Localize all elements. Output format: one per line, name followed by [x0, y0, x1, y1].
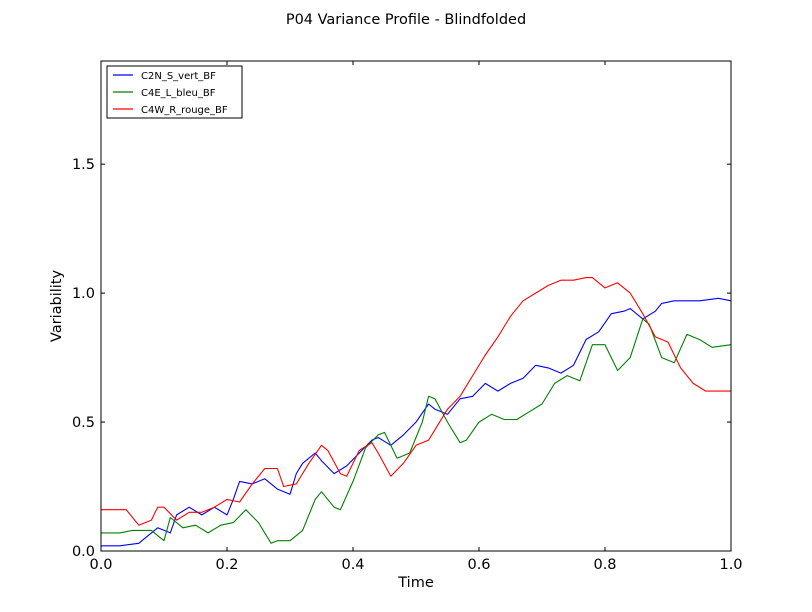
plot-area [101, 61, 731, 551]
legend-label-1: C2N_S_vert_BF [141, 71, 216, 82]
y-tick-label: 0.0 [72, 544, 95, 560]
y-tick-label: 1.5 [72, 157, 95, 173]
series-line-2 [101, 318, 732, 544]
x-tick-label: 0.6 [467, 557, 490, 573]
chart-title: P04 Variance Profile - Blindfolded [286, 12, 526, 28]
ticks-layer: 0.0 0.2 0.4 0.6 0.8 1.0 0.0 0.5 1.0 1.5 [72, 61, 743, 573]
series-layer [101, 277, 732, 547]
x-tick-label: 0.4 [341, 557, 364, 573]
x-axis-label: Time [397, 575, 434, 591]
y-axis-label: Variability [49, 270, 65, 343]
x-tick-label: 0.0 [89, 557, 112, 573]
legend-label-2: C4E_L_bleu_BF [141, 88, 216, 99]
y-tick-label: 0.5 [72, 415, 95, 431]
series-line-3 [101, 277, 731, 526]
x-tick-label: 1.0 [719, 557, 742, 573]
y-tick-label: 1.0 [72, 286, 95, 302]
legend-label-3: C4W_R_rouge_BF [141, 105, 228, 116]
x-tick-label: 0.2 [215, 557, 238, 573]
plot-frame [100, 60, 732, 552]
x-tick-label: 0.8 [593, 557, 616, 573]
legend: C2N_S_vert_BF C4E_L_bleu_BF C4W_R_rouge_BF [106, 65, 243, 119]
